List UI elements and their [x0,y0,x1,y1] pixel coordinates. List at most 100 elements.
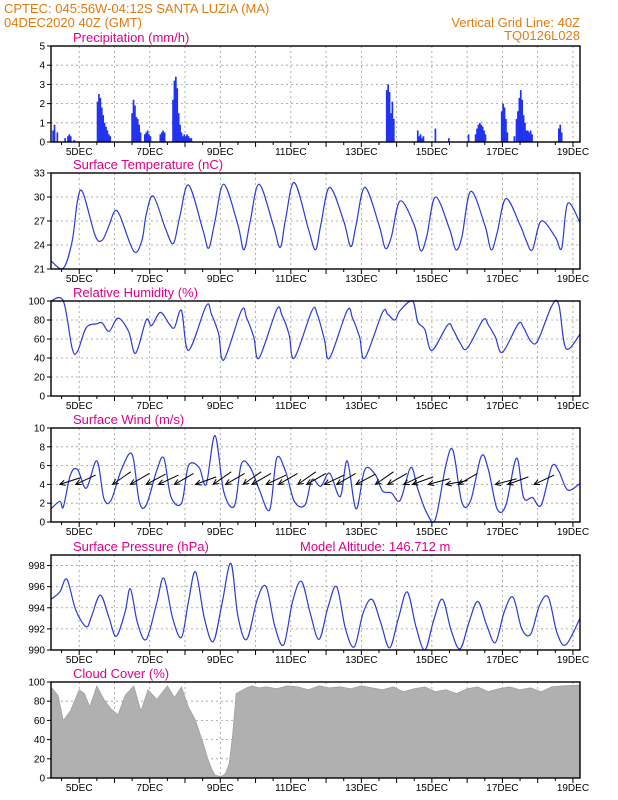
precip-bar [480,124,483,142]
precip-bar [184,136,187,142]
wind-arrow-head [506,479,514,486]
wind-ytick-label: 0 [39,518,45,529]
wind-arrow-shaft [403,474,424,485]
wind-arrow [506,476,529,486]
wind-arrow [242,471,262,486]
temp-xtick-label: 11DEC [275,274,307,285]
wind-arrow-head [194,479,202,486]
wind-arrow-shaft [225,472,245,485]
rh-line [50,296,581,361]
precip-bar [518,97,521,142]
precip-bar [503,107,506,142]
precip-ytick-label: 3 [39,80,45,91]
rh-title: Relative Humidity (%) [73,285,198,300]
precip-bar [434,128,437,142]
precip-ytick-label: 0 [39,138,45,149]
wind-arrow-head [323,479,331,485]
cloud-xtick-label: 17DEC [486,783,518,794]
wind-arrow-head [265,479,273,485]
wind-arrow-head [224,479,232,485]
precip-bar [176,88,179,142]
wind-arrow-shaft [75,474,96,485]
rh-xtick-label: 7DEC [136,401,163,412]
precip-bar [528,132,531,142]
wind-arrow [74,474,96,485]
precip-bar [560,132,563,142]
rh-ytick-label: 0 [39,392,45,403]
precip-bar [172,99,174,142]
wind-arrow-shaft [278,472,298,485]
temp-frame [50,172,581,270]
precip-bar [148,134,150,142]
cloud-ytick-label: 100 [28,678,45,689]
precip-bar [177,113,180,142]
wind-arrow-head [212,478,220,486]
press-ytick-label: 992 [28,624,45,635]
wind-ytick-label: 6 [39,461,45,472]
precip-bar [103,122,106,142]
cloud-title: Cloud Cover (%) [73,666,169,681]
precip-xtick-label: 5DEC [66,147,93,158]
precip-bar [387,84,389,142]
precip-ytick-label: 2 [39,99,45,110]
precip-bar [519,90,522,142]
precip-xtick-label: 7DEC [136,147,163,158]
wind-arrow [194,476,217,486]
precip-frame [50,45,581,143]
precip-xtick-label: 17DEC [486,147,518,158]
press-line [50,562,581,651]
rh-xtick-label: 13DEC [345,401,377,412]
rh-ytick-label: 60 [34,335,46,346]
temp-panel: Surface Temperature (nC) 21 24 27 30 33 5DEC 7D… [34,157,589,285]
rh-frame [50,300,581,397]
precip-bar [99,97,102,142]
temp-ytick-label: 30 [34,193,46,204]
precip-bar [506,132,509,142]
wind-arrow-shaft [387,472,408,485]
precip-bar [481,126,484,142]
press-ytick-label: 996 [28,582,45,593]
precip-bar [388,92,391,142]
precip-bar [476,128,478,142]
wind-arrow [494,478,517,487]
wind-xtick-label: 11DEC [275,527,307,538]
precip-xtick-label: 15DEC [416,147,448,158]
wind-arrow-shaft [507,476,529,485]
wind-arrow-shaft [251,472,272,485]
wind-xtick-label: 15DEC [416,527,448,538]
precip-bar [53,124,56,142]
precip-bar [190,138,193,142]
wind-arrow [411,476,434,486]
wind-arrow [251,472,272,485]
wind-frame [50,427,581,523]
press-xtick-label: 15DEC [416,655,448,666]
cloud-frame [50,681,581,779]
wind-line [50,434,581,523]
precip-bar [69,136,72,142]
rh-xtick-label: 19DEC [557,401,589,412]
wind-arrow-head [355,479,363,485]
temp-ytick-label: 21 [34,265,46,276]
press-annotation: Model Altitude: 146.712 m [300,539,450,554]
precip-bar [422,136,425,142]
precip-bar [502,103,504,142]
cloud-xtick-label: 7DEC [136,783,163,794]
precip-bar [478,122,481,142]
precip-ytick-label: 4 [39,61,45,72]
precip-bar [418,136,421,142]
precip-bar [515,118,518,142]
precip-bar [416,130,419,142]
precip-bar [521,99,524,142]
precip-bar [98,94,100,142]
wind-xtick-label: 9DEC [207,527,234,538]
precip-bar [139,132,142,142]
header-run-date: 04DEC2020 40Z (GMT) [4,15,142,30]
precip-bar [68,134,71,142]
temp-xtick-label: 17DEC [486,274,518,285]
wind-xtick-label: 7DEC [136,527,163,538]
rh-panel: Relative Humidity (%) 0 20 40 60 80 100 5DEC 7DE… [28,285,589,412]
precip-bar [109,136,112,142]
precip-bar [52,130,54,142]
wind-ytick-label: 2 [39,499,45,510]
press-ytick-label: 998 [28,561,45,572]
